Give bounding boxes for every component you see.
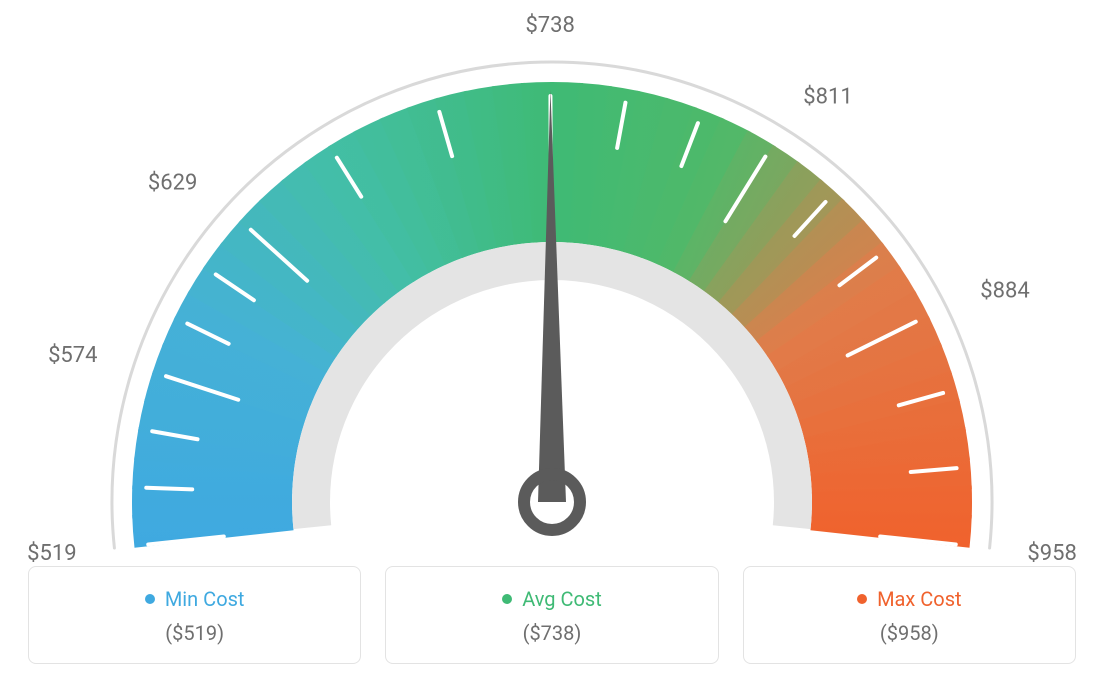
legend-title-max: Max Cost xyxy=(857,587,962,611)
legend-dot-max xyxy=(857,594,867,604)
legend-row: Min Cost ($519) Avg Cost ($738) Max Cost… xyxy=(0,566,1104,664)
gauge-tick-label: $884 xyxy=(980,279,1029,304)
legend-value-avg: ($738) xyxy=(396,621,707,645)
cost-gauge-widget: $519 $574 $629 $738 $811 $884 $958 Min Cost ($… xyxy=(0,0,1104,690)
gauge-tick-label: $629 xyxy=(148,170,197,195)
gauge-tick-label: $574 xyxy=(48,343,97,368)
legend-value-min: ($519) xyxy=(39,621,350,645)
legend-dot-avg xyxy=(502,594,512,604)
legend-card-avg: Avg Cost ($738) xyxy=(385,566,718,664)
gauge-tick-label: $738 xyxy=(525,13,574,38)
gauge-tick-label: $811 xyxy=(803,84,852,109)
legend-dot-min xyxy=(145,594,155,604)
gauge-tick-label: $958 xyxy=(1027,541,1076,566)
gauge-tick-minor xyxy=(146,488,192,490)
legend-label-avg: Avg Cost xyxy=(522,587,602,611)
legend-title-min: Min Cost xyxy=(145,587,245,611)
legend-title-avg: Avg Cost xyxy=(502,587,602,611)
gauge-chart: $519 $574 $629 $738 $811 $884 $958 xyxy=(0,12,1104,572)
legend-label-min: Min Cost xyxy=(165,587,245,611)
gauge-tick-label: $519 xyxy=(27,541,76,566)
legend-card-max: Max Cost ($958) xyxy=(743,566,1076,664)
legend-label-max: Max Cost xyxy=(877,587,962,611)
legend-value-max: ($958) xyxy=(754,621,1065,645)
legend-card-min: Min Cost ($519) xyxy=(28,566,361,664)
